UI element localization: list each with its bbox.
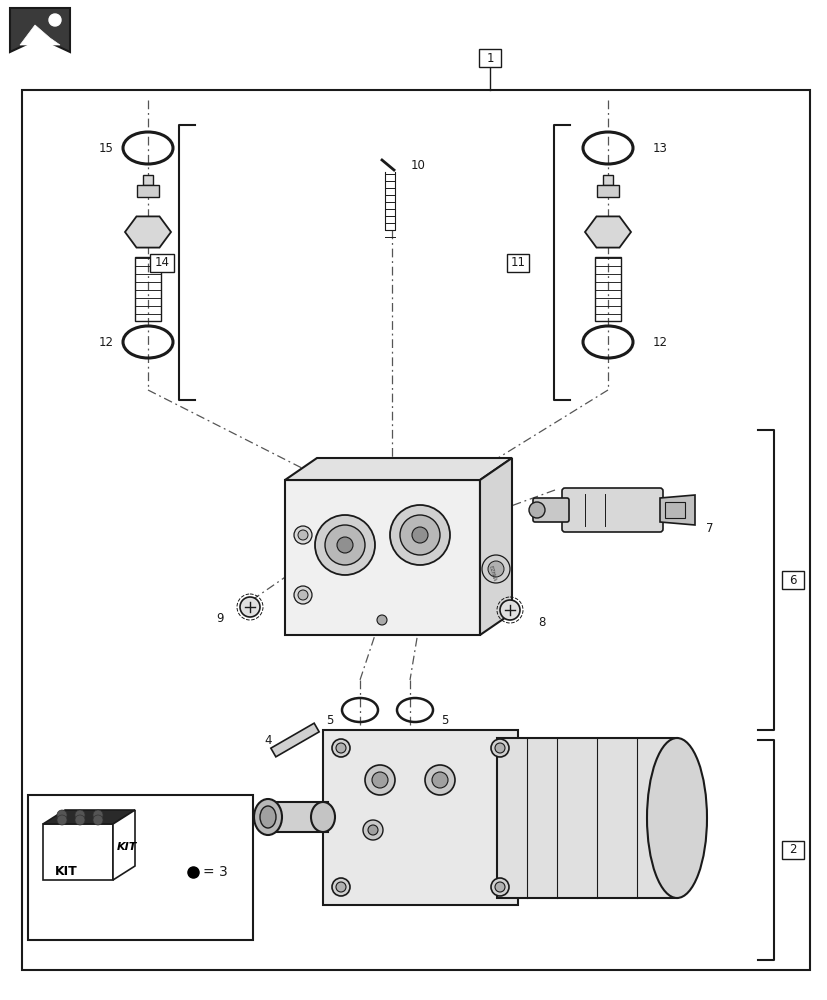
Circle shape	[490, 739, 509, 757]
Circle shape	[294, 526, 312, 544]
Circle shape	[337, 537, 352, 553]
Circle shape	[500, 600, 519, 620]
Bar	[136, 185, 159, 197]
Circle shape	[298, 530, 308, 540]
Circle shape	[365, 765, 394, 795]
Text: = 3: = 3	[203, 865, 227, 879]
Circle shape	[487, 561, 504, 577]
Polygon shape	[284, 458, 511, 480]
Text: 1: 1	[485, 52, 493, 65]
Ellipse shape	[254, 799, 282, 835]
Circle shape	[298, 590, 308, 600]
Circle shape	[367, 825, 378, 835]
Text: 2: 2	[788, 843, 796, 856]
Circle shape	[332, 878, 350, 896]
FancyBboxPatch shape	[533, 498, 568, 522]
FancyBboxPatch shape	[150, 254, 174, 272]
Polygon shape	[270, 723, 318, 757]
Text: 13: 13	[652, 142, 667, 155]
Bar	[602, 175, 612, 185]
Text: 5: 5	[441, 714, 448, 726]
Text: 4: 4	[264, 734, 271, 746]
Circle shape	[490, 878, 509, 896]
Circle shape	[412, 527, 428, 543]
FancyBboxPatch shape	[781, 841, 803, 859]
Circle shape	[528, 502, 544, 518]
Polygon shape	[43, 810, 135, 824]
Bar	[284, 480, 480, 635]
Text: 8: 8	[538, 615, 545, 629]
Text: 7: 7	[705, 522, 713, 534]
FancyBboxPatch shape	[506, 254, 528, 272]
Polygon shape	[585, 216, 630, 248]
Bar	[595, 257, 620, 321]
Text: 9: 9	[216, 612, 223, 626]
Circle shape	[336, 743, 346, 753]
FancyBboxPatch shape	[781, 571, 803, 589]
Circle shape	[376, 615, 386, 625]
Bar	[135, 257, 160, 321]
Circle shape	[93, 810, 103, 820]
Polygon shape	[112, 810, 135, 880]
FancyBboxPatch shape	[479, 49, 500, 67]
Ellipse shape	[311, 802, 335, 832]
Bar	[323, 730, 518, 905]
Bar	[43, 824, 112, 880]
Polygon shape	[659, 495, 694, 525]
Text: 11: 11	[510, 256, 525, 269]
Text: EZHWA: EZHWA	[487, 565, 496, 581]
Circle shape	[399, 515, 439, 555]
Circle shape	[332, 739, 350, 757]
Bar	[596, 185, 619, 197]
Circle shape	[336, 882, 346, 892]
Circle shape	[314, 515, 375, 575]
FancyBboxPatch shape	[562, 488, 662, 532]
Text: 5: 5	[326, 714, 333, 726]
Circle shape	[495, 882, 504, 892]
Ellipse shape	[646, 738, 706, 898]
Circle shape	[362, 820, 383, 840]
Circle shape	[325, 525, 365, 565]
Polygon shape	[10, 8, 70, 52]
Bar	[22, 90, 809, 970]
Polygon shape	[125, 216, 171, 248]
Text: 6: 6	[788, 574, 796, 586]
Circle shape	[75, 815, 85, 825]
Text: 10: 10	[410, 159, 425, 172]
Bar	[268, 802, 327, 832]
Text: 12: 12	[98, 336, 113, 349]
Text: 15: 15	[98, 142, 113, 155]
Circle shape	[424, 765, 455, 795]
Circle shape	[240, 597, 260, 617]
Circle shape	[75, 810, 85, 820]
Bar	[143, 175, 153, 185]
Circle shape	[57, 810, 67, 820]
Polygon shape	[20, 25, 60, 45]
Circle shape	[294, 586, 312, 604]
Circle shape	[390, 505, 449, 565]
Text: 12: 12	[652, 336, 667, 349]
Circle shape	[432, 772, 447, 788]
Circle shape	[57, 815, 67, 825]
Bar	[664, 502, 684, 518]
Circle shape	[371, 772, 388, 788]
Bar	[28, 795, 253, 940]
Ellipse shape	[260, 806, 275, 828]
Bar	[496, 738, 676, 898]
Text: 14: 14	[155, 256, 170, 269]
Polygon shape	[480, 458, 511, 635]
Circle shape	[481, 555, 509, 583]
Circle shape	[49, 14, 61, 26]
Circle shape	[495, 743, 504, 753]
Text: KIT: KIT	[117, 842, 137, 852]
Circle shape	[93, 815, 103, 825]
Text: KIT: KIT	[55, 865, 77, 878]
